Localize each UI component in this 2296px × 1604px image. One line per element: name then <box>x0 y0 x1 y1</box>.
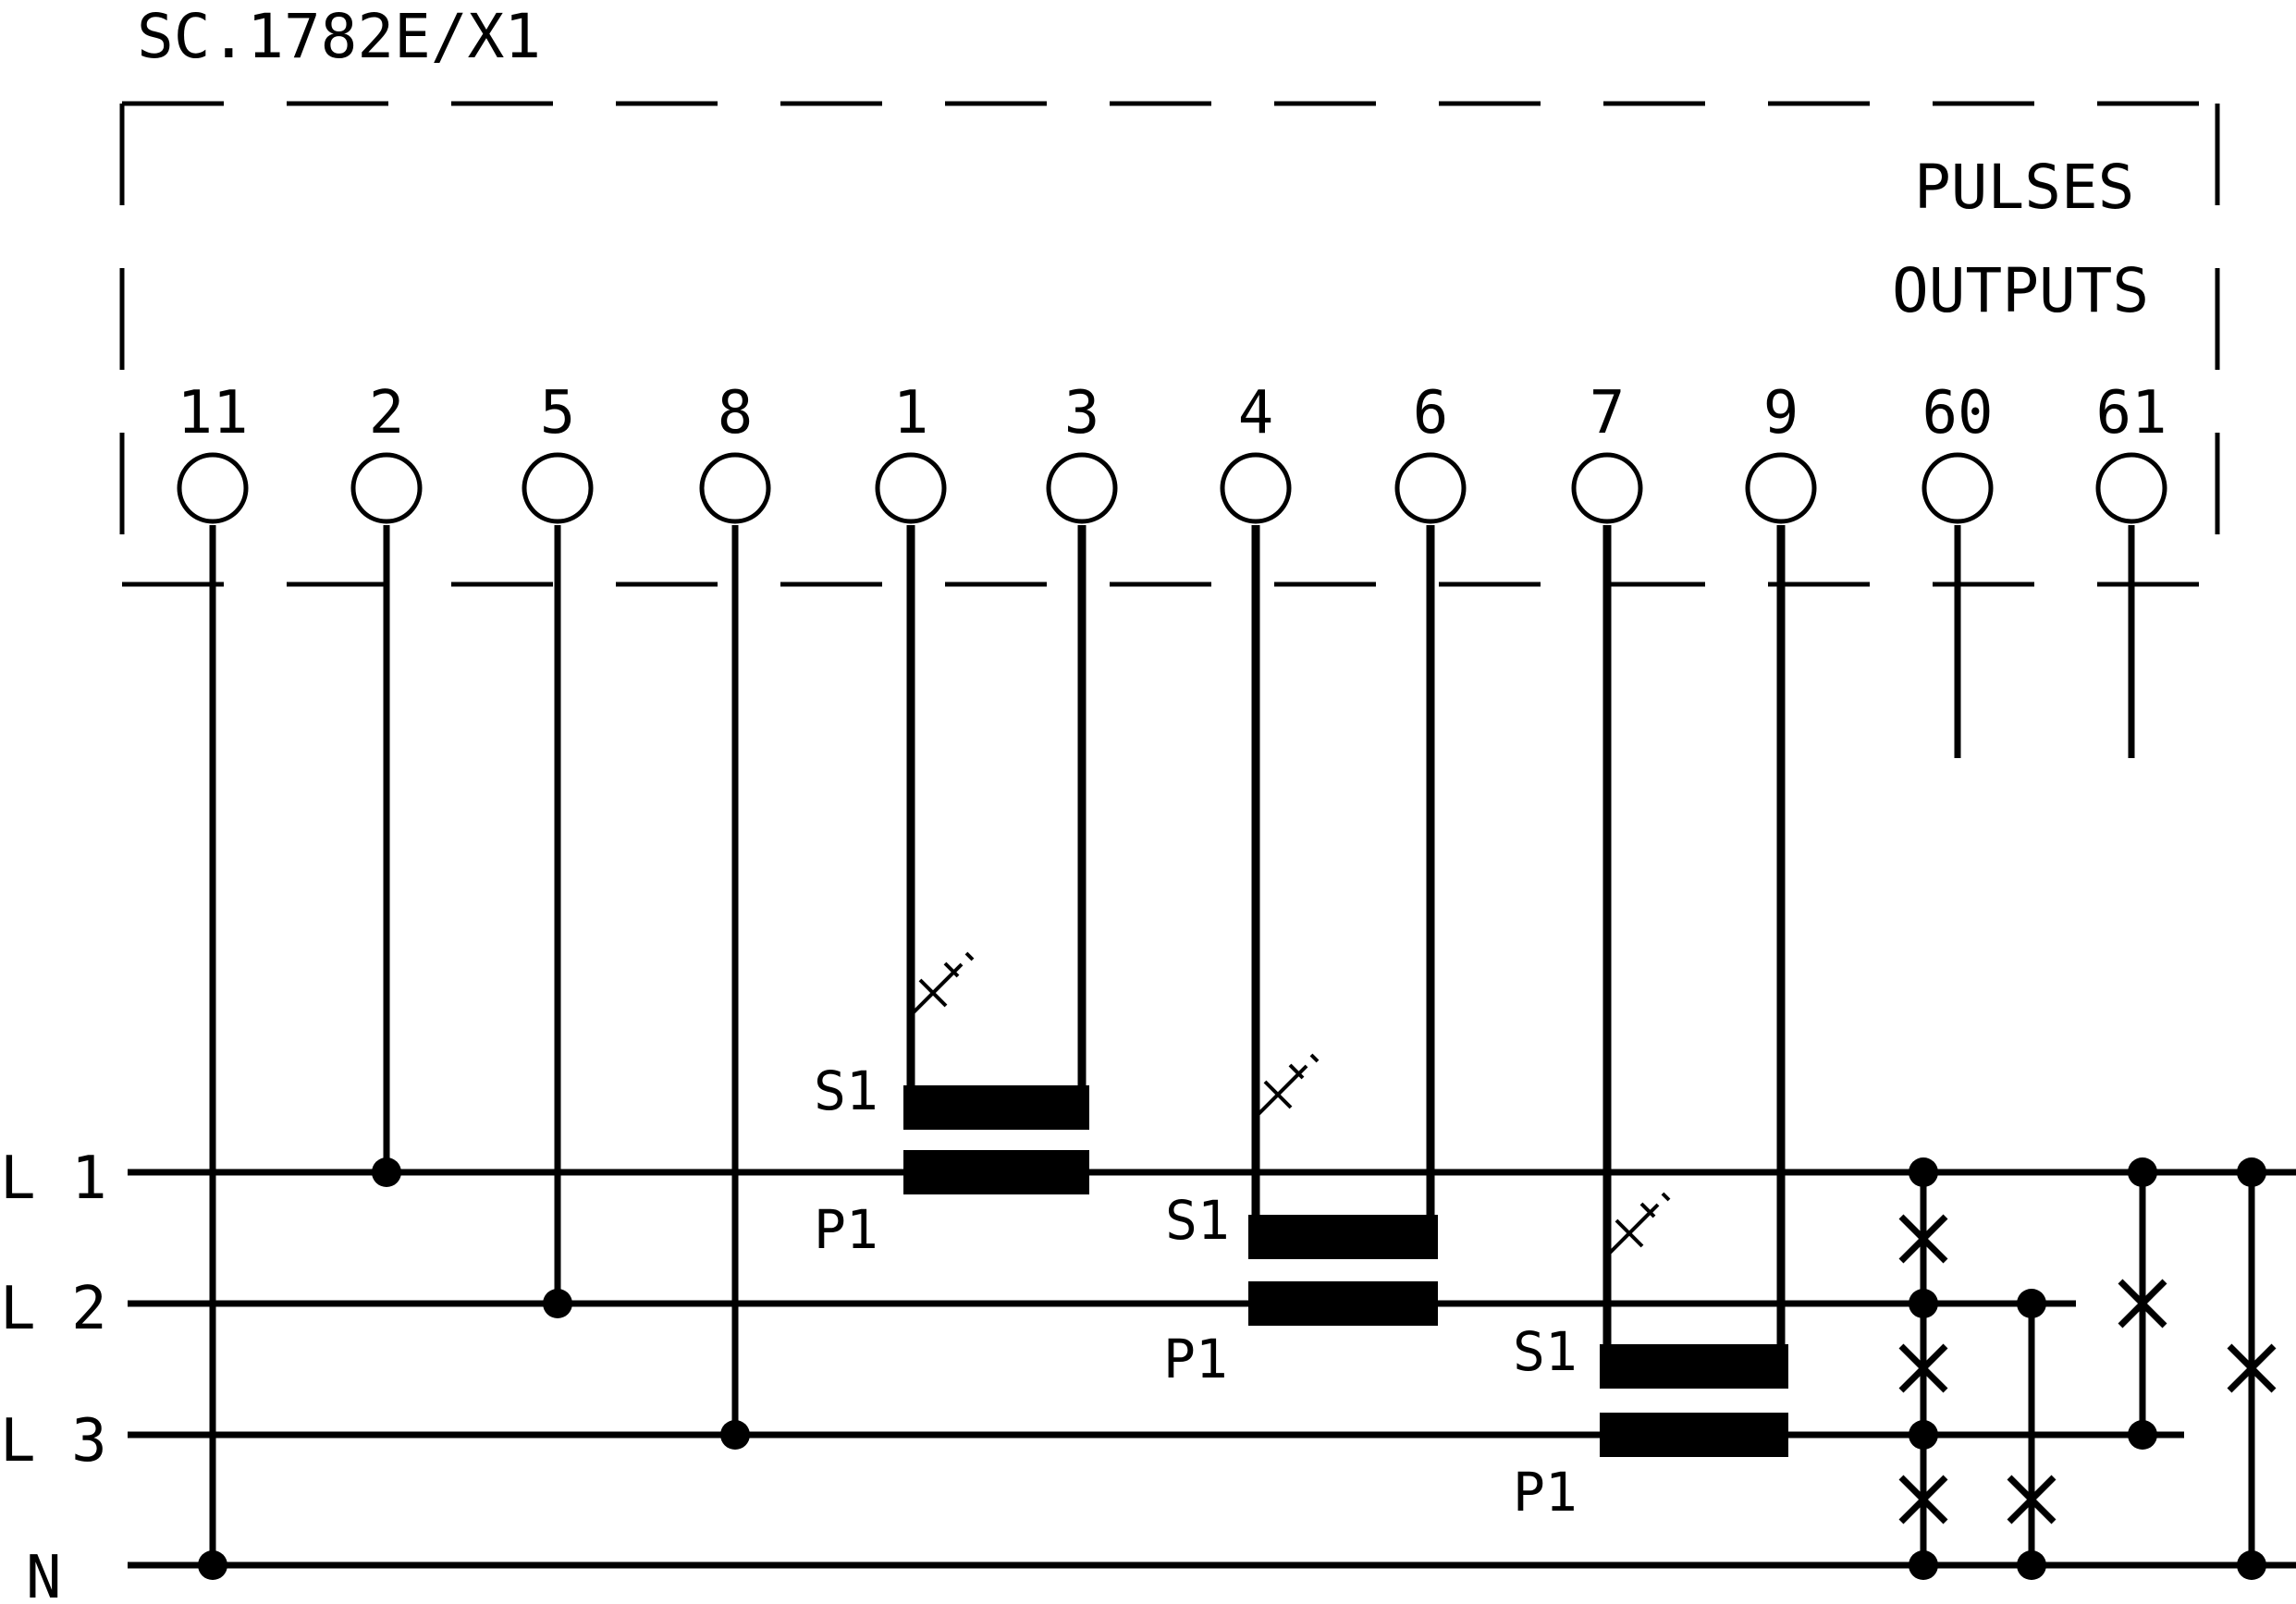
terminal-8-circle-icon <box>699 452 771 524</box>
terminal-label-5: 5 <box>540 379 576 447</box>
terminal-2-circle-icon <box>350 452 423 524</box>
ct-labels: S1 P1 S1 P1 S1 P1 <box>814 1059 1578 1524</box>
junction-dot-icon <box>2128 1157 2157 1187</box>
ct2-secondary-label: S1 <box>1165 1189 1230 1252</box>
terminal-4-circle-icon <box>1220 452 1292 524</box>
device-title: SC.1782E/X1 <box>137 1 541 72</box>
ct2-secondary-loop <box>1251 525 1435 1227</box>
outputs-label: OUTPUTS <box>1892 255 2149 326</box>
junction-dot-icon <box>2017 1550 2046 1580</box>
junction-dot-icon <box>198 1550 227 1580</box>
terminal-label-2: 2 <box>369 379 405 447</box>
terminal-6-circle-icon <box>1394 452 1467 524</box>
crossover-x-icon <box>2227 1343 2277 1393</box>
terminal-label-3: 3 <box>1064 379 1100 447</box>
ct1-secondary-label: S1 <box>814 1059 878 1122</box>
ct3-secondary-label: S1 <box>1513 1320 1578 1383</box>
terminal-wires <box>209 525 2135 1565</box>
terminal-label-1: 1 <box>893 379 929 447</box>
ct3-primary-label: P1 <box>1513 1461 1578 1524</box>
terminal-61-circle-icon <box>2095 452 2167 524</box>
line-label-n: N <box>26 1544 62 1604</box>
ct1-secondary-coil <box>903 1085 1089 1130</box>
terminal-5-circle-icon <box>522 452 594 524</box>
ct1-secondary-loop <box>906 525 1087 1097</box>
crossover-x-icon <box>2118 1279 2167 1329</box>
crossover-marks <box>1898 1214 2277 1524</box>
junction-dots <box>198 1157 2266 1580</box>
terminal-label-9: 9 <box>1763 379 1799 447</box>
ct3-ground-symbol-icon <box>1605 1192 1671 1257</box>
junction-dot-icon <box>1909 1420 1938 1450</box>
junction-dot-icon <box>1909 1289 1938 1318</box>
ct1-ground-symbol-icon <box>909 951 975 1017</box>
junction-dot-icon <box>2237 1157 2266 1187</box>
terminal-label-7: 7 <box>1590 379 1626 447</box>
terminal-label-6: 6 <box>1413 379 1449 447</box>
junction-dot-icon <box>543 1289 572 1318</box>
terminal-label-61: 61 <box>2095 379 2167 447</box>
line-label-l2: L 2 <box>0 1275 107 1343</box>
right-verticals <box>1920 1172 2255 1565</box>
ground-marks <box>909 951 1671 1257</box>
ct3-secondary-coil <box>1600 1344 1788 1389</box>
enclosure-frame <box>119 101 2220 587</box>
crossover-x-icon <box>1898 1475 1948 1524</box>
junction-dot-icon <box>1909 1157 1938 1187</box>
junction-dot-icon <box>1909 1550 1938 1580</box>
ct2-ground-symbol-icon <box>1254 1053 1320 1119</box>
terminal-label-4: 4 <box>1238 379 1274 447</box>
terminal-11-circle-icon <box>177 452 249 524</box>
crossover-x-icon <box>1898 1343 1948 1393</box>
ct2-secondary-coil <box>1248 1215 1438 1259</box>
crossover-x-icon <box>1898 1214 1948 1264</box>
line-labels: L 1 L 2 L 3 N <box>0 1145 107 1604</box>
junction-dot-icon <box>2017 1289 2046 1318</box>
terminal-labels: 11 2 5 8 1 3 4 6 7 9 60 61 <box>177 379 2167 447</box>
junction-dot-icon <box>720 1420 750 1450</box>
junction-dot-icon <box>372 1157 401 1187</box>
terminal-label-8: 8 <box>718 379 754 447</box>
terminal-1-circle-icon <box>875 452 947 524</box>
terminal-label-11: 11 <box>177 379 248 447</box>
crossover-x-icon <box>2007 1475 2057 1524</box>
terminal-3-circle-icon <box>1046 452 1118 524</box>
ct2-primary-label: P1 <box>1163 1328 1228 1390</box>
line-label-l3: L 3 <box>0 1407 107 1475</box>
terminal-9-circle-icon <box>1745 452 1817 524</box>
junction-dot-icon <box>2237 1550 2266 1580</box>
junction-dot-icon <box>2128 1420 2157 1450</box>
terminal-7-circle-icon <box>1571 452 1643 524</box>
pulses-label: PULSES <box>1914 152 2134 223</box>
terminal-60-circle-icon <box>1922 452 1994 524</box>
terminal-label-60: 60 <box>1922 379 1993 447</box>
current-transformers <box>903 1085 1788 1457</box>
ct1-primary-label: P1 <box>814 1198 878 1261</box>
terminals <box>177 452 2167 524</box>
line-label-l1: L 1 <box>0 1145 107 1213</box>
